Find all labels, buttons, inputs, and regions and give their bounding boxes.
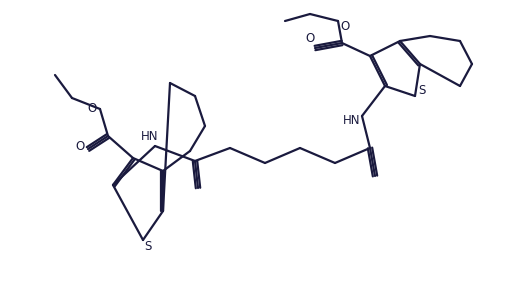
Text: O: O <box>340 20 350 33</box>
Text: HN: HN <box>142 129 159 142</box>
Text: O: O <box>76 139 85 153</box>
Text: HN: HN <box>343 114 361 128</box>
Text: S: S <box>418 85 426 98</box>
Text: O: O <box>87 103 97 116</box>
Text: O: O <box>305 32 314 45</box>
Text: S: S <box>144 240 152 253</box>
